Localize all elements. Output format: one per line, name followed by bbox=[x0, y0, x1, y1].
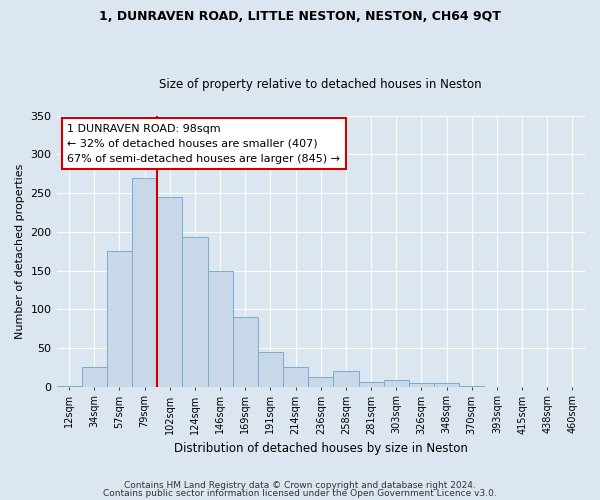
Bar bbox=[82, 368, 107, 386]
Bar bbox=[359, 382, 383, 386]
Bar bbox=[383, 380, 409, 386]
Bar bbox=[258, 352, 283, 386]
Bar bbox=[208, 270, 233, 386]
Bar bbox=[334, 371, 359, 386]
Text: Contains HM Land Registry data © Crown copyright and database right 2024.: Contains HM Land Registry data © Crown c… bbox=[124, 481, 476, 490]
X-axis label: Distribution of detached houses by size in Neston: Distribution of detached houses by size … bbox=[174, 442, 468, 455]
Text: 1 DUNRAVEN ROAD: 98sqm
← 32% of detached houses are smaller (407)
67% of semi-de: 1 DUNRAVEN ROAD: 98sqm ← 32% of detached… bbox=[67, 124, 340, 164]
Bar bbox=[283, 368, 308, 386]
Bar bbox=[434, 383, 459, 386]
Bar bbox=[107, 251, 132, 386]
Y-axis label: Number of detached properties: Number of detached properties bbox=[15, 164, 25, 339]
Bar bbox=[157, 197, 182, 386]
Bar bbox=[132, 178, 157, 386]
Text: Contains public sector information licensed under the Open Government Licence v3: Contains public sector information licen… bbox=[103, 488, 497, 498]
Title: Size of property relative to detached houses in Neston: Size of property relative to detached ho… bbox=[160, 78, 482, 91]
Bar bbox=[182, 238, 208, 386]
Bar bbox=[409, 383, 434, 386]
Text: 1, DUNRAVEN ROAD, LITTLE NESTON, NESTON, CH64 9QT: 1, DUNRAVEN ROAD, LITTLE NESTON, NESTON,… bbox=[99, 10, 501, 23]
Bar bbox=[308, 378, 334, 386]
Bar bbox=[233, 317, 258, 386]
